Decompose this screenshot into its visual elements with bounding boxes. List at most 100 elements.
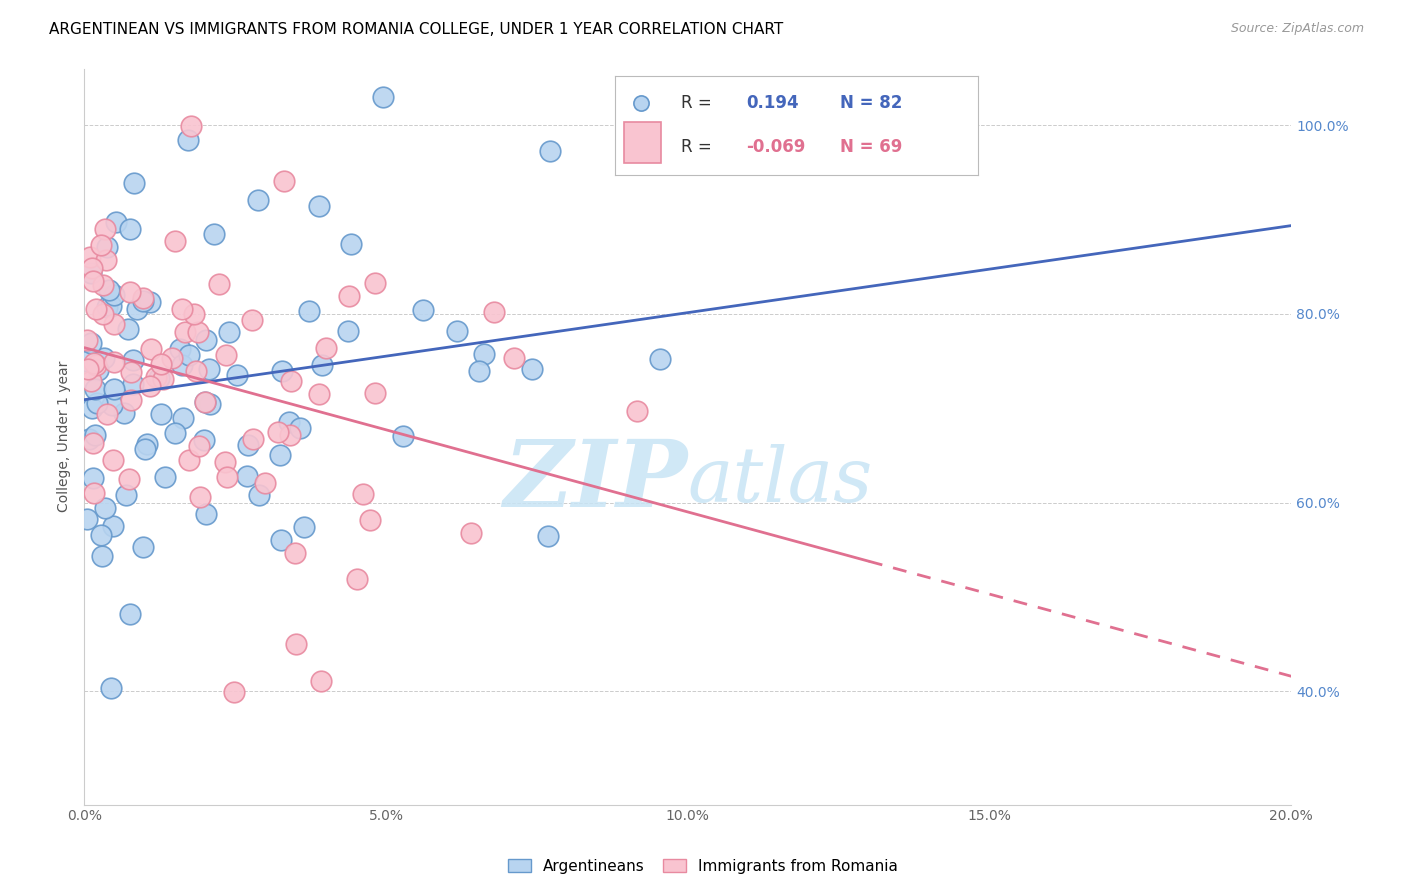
- Point: [100, 398, 122, 412]
- Point: [105, 215, 128, 229]
- Point: [224, 685, 246, 699]
- Point: [120, 222, 142, 236]
- Legend: Argentineans, Immigrants from Romania: Argentineans, Immigrants from Romania: [502, 853, 904, 880]
- Point: [308, 199, 330, 213]
- Point: [82, 436, 104, 450]
- Point: [187, 325, 209, 339]
- Point: [242, 432, 264, 446]
- Point: [77, 432, 100, 446]
- Point: [337, 289, 360, 303]
- Point: [94, 252, 117, 267]
- Point: [83, 382, 105, 396]
- Point: [359, 513, 381, 527]
- Point: [246, 193, 269, 207]
- Point: [83, 428, 105, 442]
- Point: [155, 470, 177, 484]
- Point: [538, 145, 561, 159]
- Point: [169, 342, 191, 356]
- Point: [80, 336, 103, 351]
- Point: [103, 519, 125, 533]
- Point: [520, 361, 543, 376]
- Point: [139, 378, 162, 392]
- Point: [84, 358, 107, 372]
- Point: [412, 303, 434, 318]
- Point: [236, 468, 259, 483]
- Y-axis label: College, Under 1 year: College, Under 1 year: [58, 361, 72, 512]
- Point: [188, 490, 211, 504]
- Point: [337, 324, 360, 338]
- Point: [308, 386, 330, 401]
- Point: [270, 533, 292, 548]
- Point: [460, 525, 482, 540]
- Point: [93, 501, 115, 516]
- Point: [103, 287, 125, 301]
- Point: [103, 317, 125, 331]
- Point: [472, 347, 495, 361]
- Point: [83, 357, 105, 371]
- Point: [149, 358, 172, 372]
- Point: [98, 283, 121, 297]
- Point: [132, 291, 155, 305]
- Point: [226, 368, 249, 382]
- Point: [79, 267, 101, 281]
- Point: [125, 301, 148, 316]
- Point: [80, 374, 103, 388]
- Point: [96, 240, 118, 254]
- Point: [132, 293, 155, 308]
- Point: [150, 408, 173, 422]
- Point: [273, 174, 295, 188]
- Point: [90, 238, 112, 252]
- Point: [236, 438, 259, 452]
- Point: [280, 375, 302, 389]
- Point: [82, 471, 104, 485]
- Point: [247, 487, 270, 501]
- Point: [188, 439, 211, 453]
- Point: [115, 488, 138, 502]
- Point: [173, 325, 195, 339]
- Point: [626, 404, 648, 418]
- Point: [309, 673, 332, 688]
- Point: [446, 324, 468, 338]
- Point: [315, 341, 337, 355]
- Point: [194, 395, 217, 409]
- Point: [93, 307, 115, 321]
- Point: [96, 301, 118, 315]
- Point: [215, 348, 238, 362]
- Point: [132, 540, 155, 554]
- Point: [197, 362, 219, 376]
- Point: [76, 333, 98, 347]
- Point: [80, 261, 103, 276]
- Point: [163, 235, 186, 249]
- Point: [135, 437, 157, 451]
- Point: [170, 359, 193, 373]
- Point: [120, 607, 142, 622]
- Point: [218, 325, 240, 339]
- Point: [202, 227, 225, 241]
- Point: [76, 512, 98, 526]
- Point: [90, 549, 112, 563]
- Point: [198, 397, 221, 411]
- Point: [285, 637, 308, 651]
- Point: [254, 476, 277, 491]
- Point: [117, 472, 139, 486]
- Point: [96, 407, 118, 421]
- Point: [298, 303, 321, 318]
- Point: [101, 453, 124, 467]
- Point: [284, 546, 307, 560]
- Point: [100, 681, 122, 695]
- Point: [79, 251, 101, 265]
- Point: [120, 365, 142, 379]
- Point: [340, 237, 363, 252]
- Text: atlas: atlas: [688, 443, 873, 517]
- Point: [184, 364, 207, 378]
- Point: [346, 572, 368, 586]
- Point: [112, 406, 135, 420]
- Point: [311, 358, 333, 372]
- Point: [269, 448, 291, 462]
- Point: [170, 301, 193, 316]
- Point: [179, 348, 201, 362]
- Point: [77, 362, 100, 376]
- Point: [83, 485, 105, 500]
- Point: [148, 371, 170, 385]
- Text: ARGENTINEAN VS IMMIGRANTS FROM ROMANIA COLLEGE, UNDER 1 YEAR CORRELATION CHART: ARGENTINEAN VS IMMIGRANTS FROM ROMANIA C…: [49, 22, 783, 37]
